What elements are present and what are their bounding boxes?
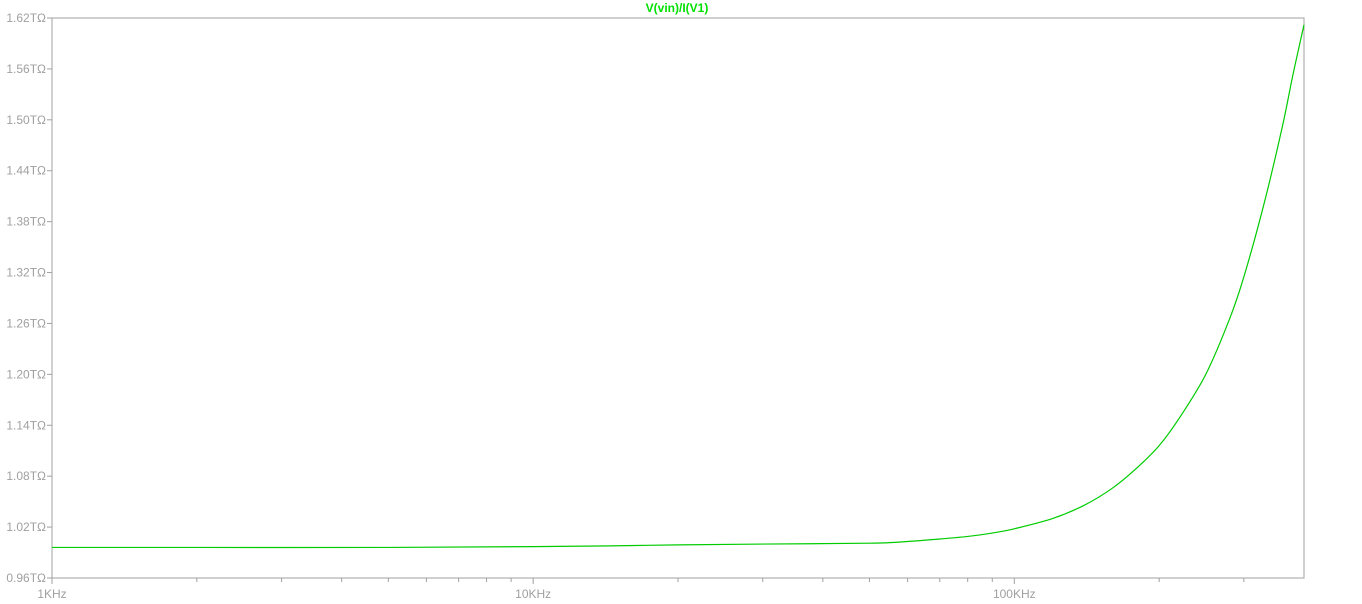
y-tick-label: 1.20TΩ [6, 367, 46, 381]
series-line [51, 24, 1305, 549]
y-tick-label: 1.44TΩ [6, 164, 46, 178]
y-axis: 0.96TΩ 1.02TΩ 1.08TΩ 1.14TΩ 1.20TΩ 1.26TΩ 1.32… [6, 11, 52, 585]
y-tick-label: 1.62TΩ [6, 11, 46, 25]
y-tick-label: 1.26TΩ [6, 316, 46, 330]
y-tick-label: 1.32TΩ [6, 266, 46, 280]
y-tick-label: 1.56TΩ [6, 62, 46, 76]
plot-frame [51, 17, 1305, 579]
y-tick-label: 1.14TΩ [6, 418, 46, 432]
y-tick-label: 1.08TΩ [6, 469, 46, 483]
y-tick-label: 1.50TΩ [6, 113, 46, 127]
y-tick-label: 1.02TΩ [6, 520, 46, 534]
x-tick-label: 100KHz [993, 587, 1036, 601]
chart-title: V(vin)/I(V1) [646, 1, 709, 15]
x-axis: 1KHz 10KHz 100KHz [37, 578, 1245, 601]
y-tick-label: 0.96TΩ [6, 571, 46, 585]
y-tick-label: 1.38TΩ [6, 215, 46, 229]
x-tick-label: 1KHz [37, 587, 66, 601]
x-tick-label: 10KHz [515, 587, 551, 601]
